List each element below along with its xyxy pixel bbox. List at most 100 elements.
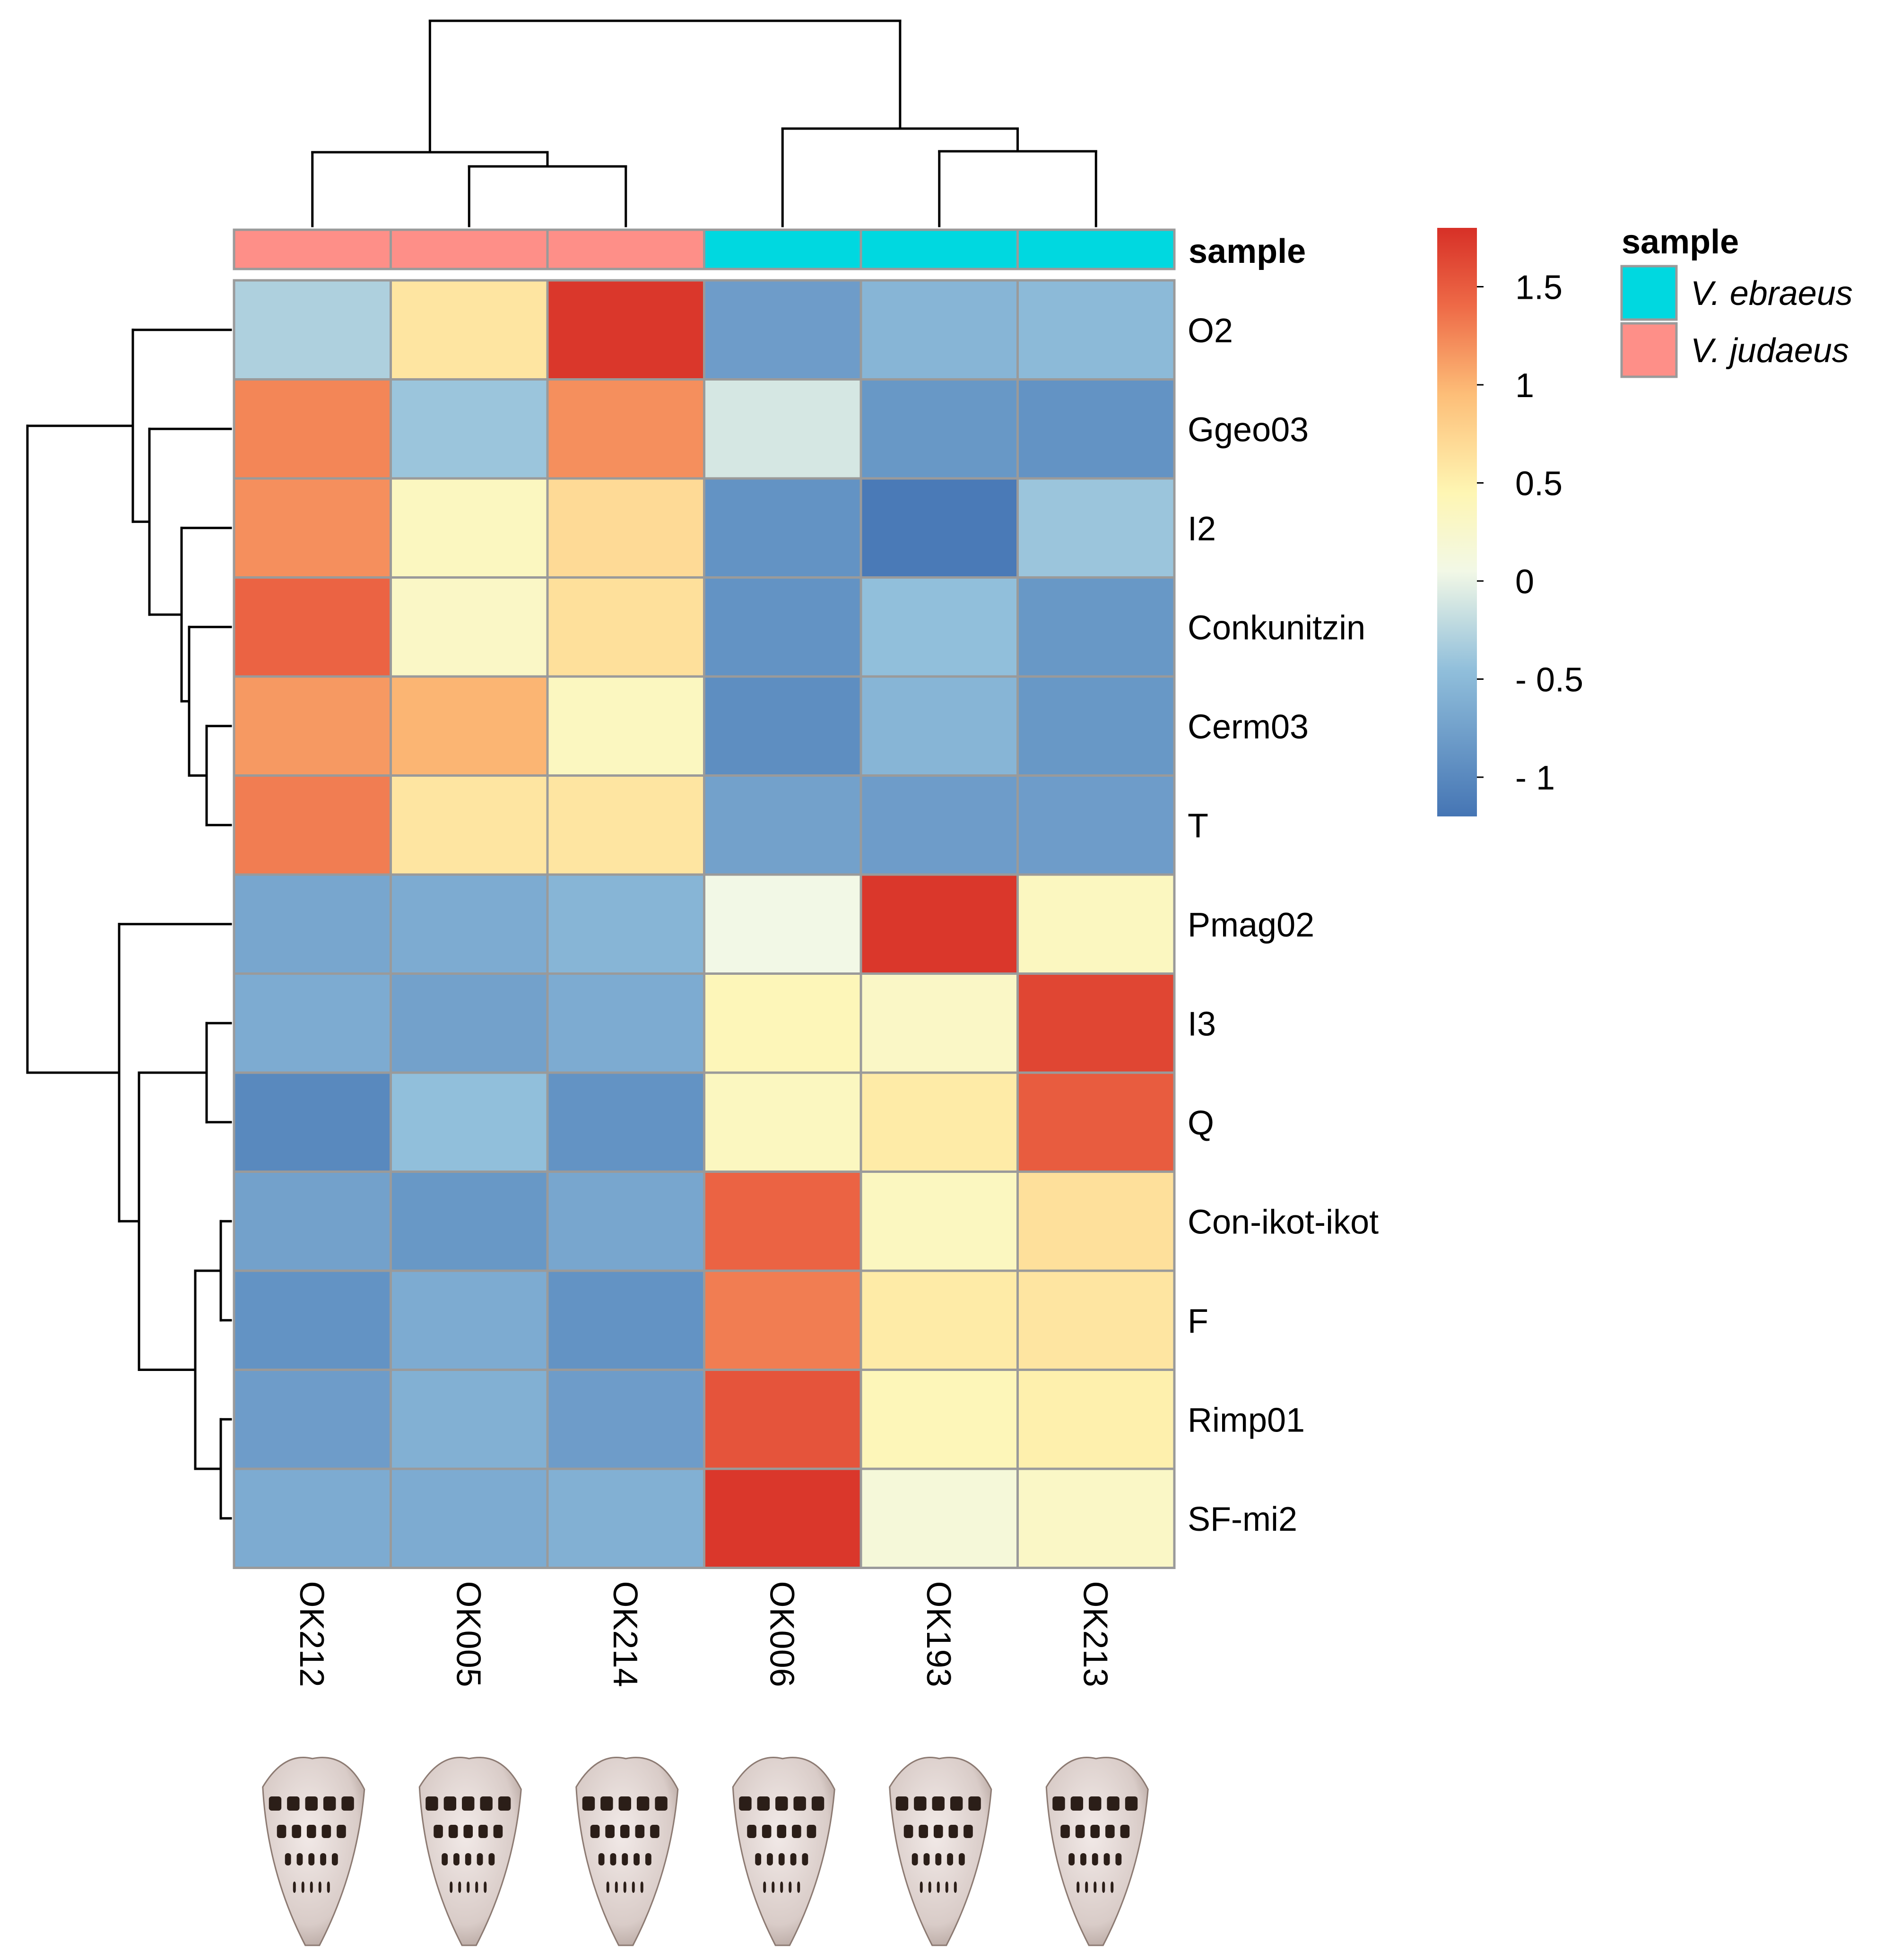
- heatmap-cell: [859, 972, 1019, 1074]
- heatmap-cell: [233, 1171, 392, 1272]
- heatmap-cell: [546, 972, 705, 1074]
- heatmap-cell: [1016, 576, 1176, 678]
- heatmap-cell: [390, 477, 549, 579]
- heatmap-cell: [233, 279, 392, 381]
- heatmap-cell: [233, 576, 392, 678]
- heatmap-cell: [859, 774, 1019, 876]
- heatmap-cell: [546, 279, 705, 381]
- heatmap-cell: [390, 576, 549, 678]
- heatmap-cell: [546, 774, 705, 876]
- heatmap-cell: [703, 1269, 862, 1371]
- heatmap-cell: [546, 477, 705, 579]
- heatmap-cell: [703, 972, 862, 1074]
- heatmap-cell: [390, 1171, 549, 1272]
- heatmap-cell: [1016, 477, 1176, 579]
- heatmap-cell: [233, 1071, 392, 1173]
- heatmap-cell: [859, 576, 1019, 678]
- column-label: OK213: [1076, 1581, 1114, 1687]
- heatmap-cell: [546, 873, 705, 975]
- column-label: OK214: [606, 1581, 644, 1687]
- heatmap-cell: [859, 873, 1019, 975]
- column-label: OK006: [763, 1581, 800, 1687]
- column-label: OK005: [449, 1581, 487, 1687]
- heatmap-cell: [859, 1171, 1019, 1272]
- heatmap-cell: [546, 576, 705, 678]
- column-labels: OK212 OK005 OK214 OK006 OK193 OK213: [293, 1581, 1114, 1687]
- column-label: OK212: [293, 1581, 330, 1687]
- heatmap-cell: [390, 972, 549, 1074]
- heatmap-cell: [390, 1071, 549, 1173]
- sample-annotation-bar: [233, 228, 1176, 270]
- heatmap-cell: [390, 378, 549, 480]
- sample-legend-swatch: [1620, 265, 1678, 321]
- color-scale-bar: [1437, 228, 1477, 816]
- row-label: SF-mi2: [1188, 1500, 1297, 1538]
- heatmap-cell: [233, 675, 392, 777]
- cone-shell-image: [1045, 1757, 1149, 1946]
- color-scale-tick-label: 0: [1515, 563, 1534, 601]
- heatmap-cell: [859, 675, 1019, 777]
- color-scale-tick-label: 1: [1515, 367, 1534, 405]
- heatmap-cell: [546, 1171, 705, 1272]
- heatmap-cell: [703, 576, 862, 678]
- cone-shell-image: [889, 1757, 992, 1946]
- heatmap-cell: [546, 1369, 705, 1470]
- heatmap-cell: [546, 675, 705, 777]
- color-scale-tick-label: 0.5: [1515, 465, 1562, 503]
- heatmap-cell: [859, 1269, 1019, 1371]
- heatmap-cell: [1016, 972, 1176, 1074]
- heatmap-cell: [1016, 675, 1176, 777]
- color-scale-tick-label: 1.5: [1515, 269, 1562, 307]
- heatmap-cell: [1016, 1269, 1176, 1371]
- heatmap-cell: [390, 279, 549, 381]
- heatmap-cell: [233, 774, 392, 876]
- heatmap-cells: [233, 279, 1176, 1569]
- heatmap-cell: [1016, 378, 1176, 480]
- sample-legend-title: sample: [1622, 223, 1739, 261]
- heatmap-cell: [1016, 279, 1176, 381]
- row-label: Con-ikot-ikot: [1188, 1203, 1379, 1241]
- annotation-cell: [233, 228, 392, 270]
- heatmap-cell: [703, 279, 862, 381]
- annotation-cell: [859, 228, 1019, 270]
- cone-shell-image: [418, 1757, 522, 1946]
- heatmap-cell: [1016, 1171, 1176, 1272]
- row-dendrogram: [26, 329, 232, 1520]
- heatmap-cell: [233, 873, 392, 975]
- annotation-cell: [390, 228, 549, 270]
- heatmap-cell: [390, 1369, 549, 1470]
- annotation-cell: [703, 228, 862, 270]
- cone-shell-image: [262, 1757, 365, 1946]
- heatmap-cell: [703, 1071, 862, 1173]
- heatmap-cell: [859, 279, 1019, 381]
- row-label: Pmag02: [1188, 906, 1314, 944]
- sample-legend-label: V. ebraeus: [1691, 275, 1853, 312]
- sample-legend-label: V. judaeus: [1691, 332, 1849, 370]
- row-label: Ggeo03: [1188, 411, 1309, 449]
- heatmap-cell: [546, 378, 705, 480]
- heatmap-cell: [703, 1467, 862, 1569]
- heatmap-cell: [233, 972, 392, 1074]
- heatmap-cell: [233, 1467, 392, 1569]
- heatmap-cell: [703, 1369, 862, 1470]
- heatmap-cell: [703, 675, 862, 777]
- row-label: Rimp01: [1188, 1401, 1305, 1439]
- heatmap-cell: [233, 378, 392, 480]
- color-scale-tick-label: - 1: [1515, 759, 1555, 797]
- row-label: Q: [1188, 1104, 1214, 1142]
- row-label: Cerm03: [1188, 708, 1309, 746]
- color-scale-ticks: 1.5 1 0.5 0 - 0.5 - 1: [1477, 269, 1583, 797]
- sample-legend-items: V. ebraeus V. judaeus: [1620, 265, 1853, 378]
- shell-images: [262, 1757, 1149, 1946]
- heatmap-cell: [233, 1369, 392, 1470]
- heatmap-cell: [390, 1269, 549, 1371]
- cone-shell-image: [575, 1757, 679, 1946]
- heatmap-cell: [546, 1269, 705, 1371]
- row-label: I2: [1188, 510, 1216, 548]
- row-label: O2: [1188, 312, 1233, 350]
- row-label: Conkunitzin: [1188, 609, 1365, 647]
- row-label: T: [1188, 807, 1208, 845]
- heatmap-cell: [1016, 873, 1176, 975]
- heatmap-cell: [233, 1269, 392, 1371]
